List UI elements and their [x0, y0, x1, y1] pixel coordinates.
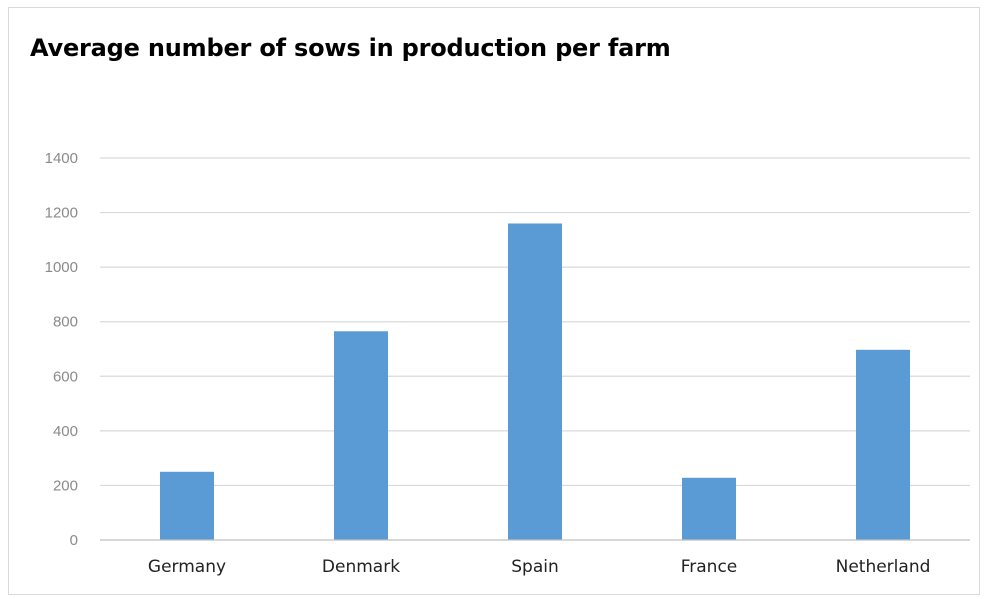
- chart-title: Average number of sows in production per…: [30, 34, 671, 62]
- y-tick-label: 200: [53, 477, 78, 494]
- x-tick-label: France: [681, 557, 738, 577]
- x-tick-label: Denmark: [322, 557, 400, 577]
- bar-france: [682, 477, 736, 540]
- bar-spain: [508, 223, 562, 540]
- x-axis-ticks: Germany Denmark Spain France Netherland: [148, 557, 930, 577]
- x-tick-label: Germany: [148, 557, 226, 577]
- y-tick-label: 1200: [45, 205, 78, 222]
- y-tick-label: 0: [70, 532, 78, 549]
- x-tick-label: Netherland: [836, 557, 931, 577]
- y-axis-ticks: 0 200 400 600 800 1000 1200 1400: [45, 150, 78, 549]
- y-tick-label: 1000: [45, 259, 78, 276]
- bar-netherland: [856, 349, 910, 540]
- y-tick-label: 600: [53, 368, 78, 385]
- bar-denmark: [334, 331, 388, 540]
- bars: [160, 223, 910, 540]
- y-tick-label: 800: [53, 314, 78, 331]
- y-tick-label: 400: [53, 423, 78, 440]
- bar-germany: [160, 471, 214, 540]
- y-tick-label: 1400: [45, 150, 78, 167]
- x-tick-label: Spain: [511, 557, 559, 577]
